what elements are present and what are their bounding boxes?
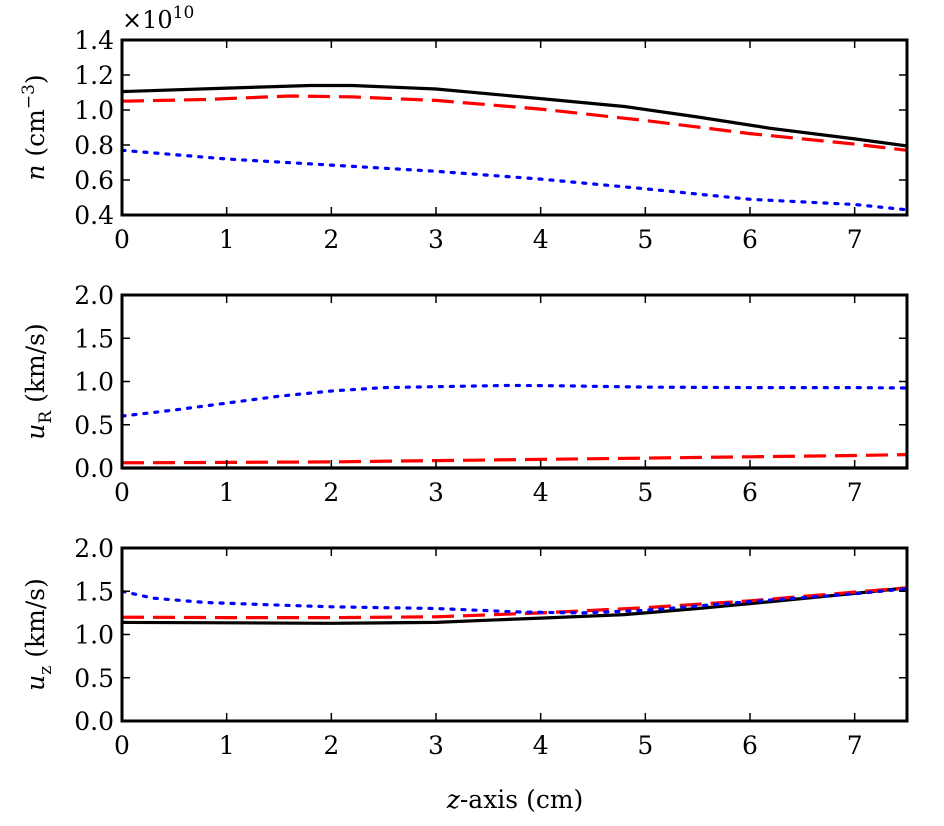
axial-velocity-series-solid [121,586,908,625]
radial-velocity-y-tick-label: 0.5 [74,411,114,440]
density-x-tick-label: 4 [533,225,549,254]
radial-velocity-y-tick-label: 0.0 [74,454,114,483]
axial-velocity-y-tick-label: 0.0 [74,707,114,736]
density-y-tick-label: 0.8 [74,131,114,160]
x-axis-label: z-axis (cm) [446,785,584,814]
axial-velocity-series [120,586,909,625]
radial-velocity-y-tick-label: 1.5 [74,324,114,353]
radial-velocity-y-tick-label: 1.0 [74,368,114,397]
axial-velocity-x-tick-label: 1 [219,731,235,760]
axial-velocity-plot-frame [120,546,909,723]
axial-velocity-y-tick-label: 2.0 [74,534,114,563]
density-y-tick-label: 1.4 [74,26,114,55]
radial-velocity-y-axis-label: uR (km/s) [21,323,56,439]
radial-velocity-y-tick-label: 2.0 [74,281,114,310]
density-series-dotted [120,148,909,212]
density-y-tick-label: 1.2 [74,61,114,90]
density-series-solid [121,83,908,148]
axial-velocity-series-dashed [121,586,908,620]
radial-velocity-x-tick-label: 4 [533,478,549,507]
density-x-tick-label: 3 [428,225,444,254]
density-y-tick-label: 0.6 [74,166,114,195]
axial-velocity-ticks: 0 1 2 3 4 5 6 7 0.0 0.5 1.0 1.5 2.0 [74,534,907,760]
radial-velocity-series [120,383,909,470]
radial-velocity-x-tick-label: 2 [323,478,339,507]
radial-velocity-series-dotted [120,383,909,418]
axial-velocity-y-tick-label: 1.5 [74,577,114,606]
axial-velocity-x-tick-label: 5 [637,731,653,760]
axial-velocity-y-axis-label: uz (km/s) [21,578,56,691]
panel-radial-velocity: 0 1 2 3 4 5 6 7 0.0 0.5 1.0 1.5 2.0 uR (km/s) [21,281,909,507]
axial-velocity-x-tick-label: 3 [428,731,444,760]
radial-velocity-x-tick-label: 5 [637,478,653,507]
axial-velocity-x-tick-label: 4 [533,731,549,760]
panel-density: 0 1 2 3 4 5 6 7 0.4 0.6 0.8 1.0 1.2 1.4 ×1010 n (cm−3… [19,3,909,254]
density-x-tick-label: 0 [114,225,130,254]
radial-velocity-x-tick-label: 3 [428,478,444,507]
axial-velocity-x-tick-label: 6 [742,731,758,760]
density-x-tick-label: 2 [323,225,339,254]
panel-axial-velocity: 0 1 2 3 4 5 6 7 0.0 0.5 1.0 1.5 2.0 uz (km/s) z-axis… [21,534,909,814]
radial-velocity-x-tick-label: 0 [114,478,130,507]
axial-velocity-y-tick-label: 0.5 [74,664,114,693]
radial-velocity-plot-frame [120,293,909,470]
density-x-tick-label: 7 [847,225,863,254]
density-x-tick-label: 1 [219,225,235,254]
radial-velocity-ticks: 0 1 2 3 4 5 6 7 0.0 0.5 1.0 1.5 2.0 [74,281,907,507]
axial-velocity-series-dotted [120,587,909,615]
axial-velocity-x-tick-label: 0 [114,731,130,760]
density-y-tick-label: 0.4 [74,201,114,230]
radial-velocity-x-tick-label: 1 [219,478,235,507]
axial-velocity-x-tick-label: 7 [847,731,863,760]
density-series-dashed [121,94,908,152]
radial-velocity-series-dashed [121,453,908,465]
density-x-tick-label: 6 [742,225,758,254]
axial-velocity-x-tick-label: 2 [323,731,339,760]
density-ticks: 0 1 2 3 4 5 6 7 0.4 0.6 0.8 1.0 1.2 1.4 [74,26,907,254]
density-y-tick-label: 1.0 [74,96,114,125]
axial-velocity-y-tick-label: 1.0 [74,621,114,650]
radial-velocity-x-tick-label: 7 [847,478,863,507]
density-series [120,83,909,212]
density-multiplier: ×1010 [122,3,194,34]
density-y-axis-label: n (cm−3) [19,74,50,180]
radial-velocity-x-tick-label: 6 [742,478,758,507]
density-x-tick-label: 5 [637,225,653,254]
density-plot-frame [120,38,909,217]
